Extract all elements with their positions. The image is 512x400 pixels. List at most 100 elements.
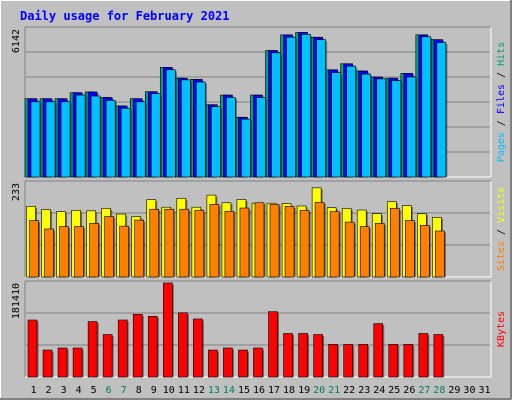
bar-pages-day-11 xyxy=(181,79,191,178)
legend-separator: / xyxy=(496,114,507,132)
x-tick-label-31: 31 xyxy=(478,385,490,396)
x-tick-label-23: 23 xyxy=(358,385,370,396)
bar-kbytes-day-11 xyxy=(178,312,188,378)
bar-kbytes-day-12 xyxy=(193,318,203,378)
bar-sites-day-5 xyxy=(89,223,99,278)
legend-entry: Pages xyxy=(496,132,507,162)
bar-sites-day-12 xyxy=(194,210,205,278)
bar-kbytes-day-14 xyxy=(223,347,233,378)
bar-pages-day-23 xyxy=(361,73,372,178)
x-tick-label-13: 13 xyxy=(208,385,220,396)
bar-sites-day-27 xyxy=(420,225,430,278)
legend-entry: KBytes xyxy=(496,311,507,347)
x-tick-label-21: 21 xyxy=(328,385,340,396)
y-max-label: 233 xyxy=(11,183,22,201)
bar-sites-day-19 xyxy=(299,210,310,278)
bar-pages-day-22 xyxy=(346,65,356,178)
bar-pages-day-20 xyxy=(316,39,326,178)
bar-sites-day-24 xyxy=(374,223,385,278)
chart-title: Daily usage for February 2021 xyxy=(20,9,230,23)
bar-kbytes-day-28 xyxy=(433,334,444,378)
legend-entry: Files xyxy=(496,84,507,114)
bar-sites-day-10 xyxy=(164,208,175,278)
bar-kbytes-day-3 xyxy=(57,347,68,378)
bar-pages-day-5 xyxy=(90,95,101,178)
bar-kbytes-day-17 xyxy=(268,311,278,378)
bar-pages-day-21 xyxy=(331,72,341,178)
bar-kbytes-day-15 xyxy=(238,349,248,378)
bar-pages-day-12 xyxy=(196,81,206,178)
series-legend: Pages / Files / Hits xyxy=(496,42,507,162)
x-tick-label-19: 19 xyxy=(298,385,310,396)
bar-pages-day-9 xyxy=(150,93,161,178)
x-tick-label-15: 15 xyxy=(238,385,250,396)
bar-kbytes-day-8 xyxy=(132,314,143,378)
bar-kbytes-day-9 xyxy=(147,316,158,378)
bar-pages-day-16 xyxy=(256,97,266,178)
x-tick-label-4: 4 xyxy=(76,385,82,396)
bar-sites-day-15 xyxy=(239,207,250,278)
bar-sites-day-9 xyxy=(149,208,160,278)
x-tick-label-26: 26 xyxy=(403,385,415,396)
bar-kbytes-day-13 xyxy=(208,349,218,378)
bar-kbytes-day-7 xyxy=(117,319,128,378)
x-tick-label-12: 12 xyxy=(193,385,205,396)
bar-kbytes-day-16 xyxy=(253,347,263,378)
bar-kbytes-day-19 xyxy=(298,333,308,378)
bar-pages-day-2 xyxy=(45,101,56,178)
legend-entry: Visits xyxy=(496,187,507,223)
x-tick-label-9: 9 xyxy=(151,385,157,396)
bar-pages-day-14 xyxy=(226,97,236,178)
bar-pages-day-1 xyxy=(30,101,41,178)
bar-sites-day-2 xyxy=(44,228,54,278)
y-max-label: 6142 xyxy=(11,29,22,53)
bar-pages-day-19 xyxy=(301,34,311,178)
bar-sites-day-1 xyxy=(29,220,39,278)
x-tick-label-5: 5 xyxy=(91,385,97,396)
bar-sites-day-20 xyxy=(314,202,325,278)
x-tick-label-27: 27 xyxy=(418,385,430,396)
bar-sites-day-25 xyxy=(389,208,400,278)
bar-kbytes-day-5 xyxy=(87,321,98,378)
bar-pages-day-25 xyxy=(391,80,402,178)
x-tick-label-7: 7 xyxy=(121,385,127,396)
panel-kbytes: 181410 KBytes xyxy=(11,280,507,378)
x-tick-label-11: 11 xyxy=(178,385,190,396)
legend-entry: Sites xyxy=(496,241,507,271)
bar-sites-day-4 xyxy=(74,226,84,278)
bar-kbytes-day-2 xyxy=(42,349,53,378)
x-tick-label-25: 25 xyxy=(388,385,400,396)
bar-kbytes-day-26 xyxy=(403,344,414,378)
x-tick-label-30: 30 xyxy=(463,385,475,396)
bar-kbytes-day-24 xyxy=(373,323,384,378)
x-tick-label-17: 17 xyxy=(268,385,280,396)
x-tick-label-14: 14 xyxy=(223,385,235,396)
bar-pages-day-6 xyxy=(105,100,116,178)
chart-panels: 6142 Pages / Files / Hits 233 Sites / Visit… xyxy=(11,26,507,378)
x-tick-label-24: 24 xyxy=(373,385,385,396)
panel-hits-files-pages: 6142 Pages / Files / Hits xyxy=(11,26,507,178)
bar-sites-day-28 xyxy=(435,230,445,278)
x-tick-label-2: 2 xyxy=(46,385,52,396)
x-tick-label-18: 18 xyxy=(283,385,295,396)
bar-pages-day-26 xyxy=(406,76,417,178)
bar-kbytes-day-18 xyxy=(283,333,293,378)
bar-pages-day-17 xyxy=(271,52,281,178)
bar-sites-day-16 xyxy=(254,202,265,278)
bar-sites-day-26 xyxy=(405,220,415,278)
bar-sites-day-22 xyxy=(344,221,355,278)
bar-sites-day-6 xyxy=(104,216,114,278)
x-tick-label-1: 1 xyxy=(31,385,37,396)
x-tick-label-3: 3 xyxy=(61,385,67,396)
bar-pages-day-15 xyxy=(241,118,251,178)
bar-kbytes-day-25 xyxy=(388,344,399,378)
bar-sites-day-8 xyxy=(134,219,145,278)
bar-sites-day-11 xyxy=(179,208,190,278)
x-tick-label-28: 28 xyxy=(433,385,445,396)
x-tick-label-20: 20 xyxy=(313,385,325,396)
x-tick-label-6: 6 xyxy=(106,385,112,396)
bar-pages-day-3 xyxy=(60,101,71,178)
bar-pages-day-18 xyxy=(286,36,296,178)
